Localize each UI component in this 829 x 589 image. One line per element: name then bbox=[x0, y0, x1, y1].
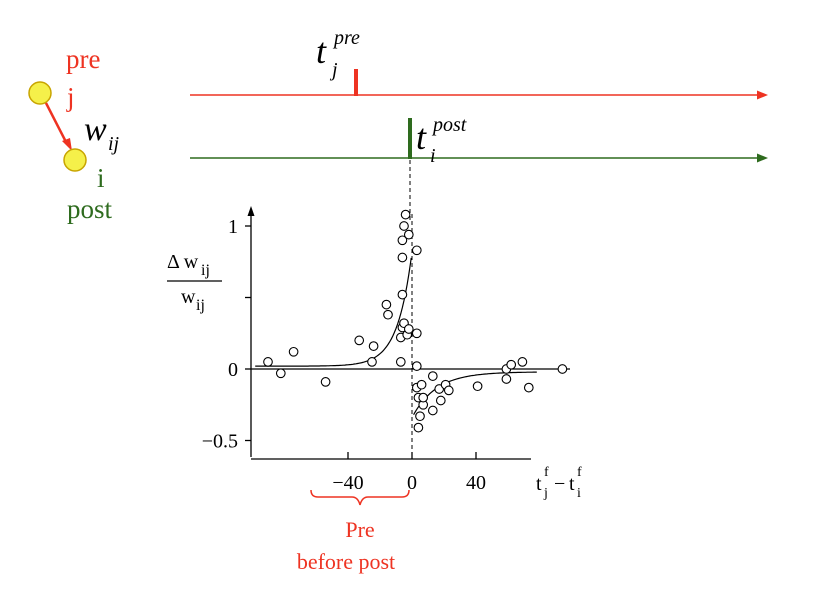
synapse-arrow bbox=[44, 102, 68, 143]
data-point bbox=[435, 395, 446, 406]
y-tick-label: −0.5 bbox=[202, 431, 238, 453]
data-point bbox=[397, 289, 408, 300]
y-label-denominator-sub: ij bbox=[196, 297, 205, 314]
data-point bbox=[418, 392, 429, 403]
y-ticks: 1 0 −0.5 bbox=[202, 216, 251, 453]
x-tick-label: −40 bbox=[332, 472, 363, 494]
x-tick-label: 0 bbox=[407, 472, 417, 494]
data-point bbox=[381, 299, 392, 310]
x-ticks: −40 0 40 bbox=[332, 452, 486, 494]
data-point bbox=[415, 411, 425, 422]
data-point bbox=[399, 221, 409, 231]
data-point bbox=[443, 385, 454, 396]
pre-spike-train: t j pre bbox=[190, 27, 768, 100]
neuron-schematic: pre j w ij i post bbox=[28, 44, 120, 224]
data-point bbox=[427, 371, 438, 381]
data-point bbox=[472, 381, 483, 392]
pre-spike-superscript: pre bbox=[332, 27, 360, 49]
data-point bbox=[395, 357, 406, 367]
post-spike-symbol: t bbox=[416, 117, 427, 157]
y-label-numerator: Δ w bbox=[167, 251, 199, 273]
x-label-t1: t bbox=[536, 473, 542, 495]
x-axis-label: t f j − t f i bbox=[536, 465, 582, 501]
y-label-denominator: w bbox=[181, 286, 196, 308]
fit-curves bbox=[255, 257, 537, 415]
data-point bbox=[275, 368, 286, 379]
weight-symbol: w bbox=[84, 111, 107, 148]
x-label-t2-sub: i bbox=[577, 486, 581, 501]
data-point bbox=[397, 252, 408, 263]
post-spike-superscript: post bbox=[431, 114, 467, 136]
y-tick-label: 1 bbox=[228, 216, 238, 238]
synapse-arrow-head bbox=[62, 138, 72, 151]
pre-index-label: j bbox=[66, 82, 75, 112]
weight-subscript: ij bbox=[108, 133, 120, 155]
post-label: post bbox=[67, 194, 113, 224]
y-axis-label: Δ w ij w ij bbox=[167, 251, 222, 314]
data-point bbox=[367, 357, 377, 367]
data-points bbox=[263, 209, 568, 433]
data-point bbox=[517, 357, 528, 367]
data-point bbox=[506, 359, 517, 370]
data-point bbox=[411, 328, 422, 339]
x-label-t2: t bbox=[569, 473, 575, 495]
data-point bbox=[320, 377, 331, 387]
pre-spike-subscript: j bbox=[329, 59, 338, 81]
data-point bbox=[403, 324, 414, 334]
stdp-plot: 10−0.5 −40 0 40 Δ w ij w ij t f j − t f i bbox=[167, 206, 582, 501]
fit-curve-potentiation bbox=[255, 257, 412, 367]
y-axis-arrowhead bbox=[247, 206, 255, 216]
data-point bbox=[368, 341, 379, 351]
plot-axes bbox=[247, 206, 570, 460]
post-neuron bbox=[63, 148, 87, 172]
post-axis-arrowhead bbox=[757, 153, 768, 163]
data-point bbox=[397, 235, 408, 246]
data-point bbox=[557, 364, 568, 374]
x-label-t1-sup: f bbox=[544, 465, 549, 480]
data-point bbox=[411, 361, 422, 371]
y-label-numerator-sub: ij bbox=[201, 262, 210, 279]
x-label-t1-sub: j bbox=[543, 486, 548, 501]
post-spike-train: t i post bbox=[190, 114, 768, 167]
x-label-t2-sup: f bbox=[577, 465, 582, 480]
pre-axis-arrowhead bbox=[757, 90, 768, 100]
data-point bbox=[427, 405, 438, 416]
data-point bbox=[288, 346, 299, 357]
data-point bbox=[416, 379, 427, 390]
annotation-line-1: Pre bbox=[345, 517, 374, 542]
pre-spike-symbol: t bbox=[316, 31, 327, 71]
data-point bbox=[354, 335, 365, 346]
data-point bbox=[400, 209, 411, 220]
data-point bbox=[403, 229, 414, 240]
data-point bbox=[413, 422, 424, 433]
pre-neuron bbox=[28, 81, 52, 105]
fit-curve-depression bbox=[413, 371, 537, 415]
x-label-minus: − bbox=[554, 473, 565, 495]
pre-label: pre bbox=[66, 44, 100, 74]
x-tick-label: 40 bbox=[466, 472, 486, 494]
post-spike-subscript: i bbox=[430, 145, 436, 167]
annotation-line-2: before post bbox=[297, 549, 395, 574]
data-point bbox=[523, 382, 534, 393]
data-point bbox=[411, 245, 422, 256]
pre-before-post-annotation: Pre before post bbox=[297, 489, 410, 574]
y-tick-label: 0 bbox=[228, 359, 238, 381]
annotation-brace bbox=[310, 489, 410, 506]
data-point bbox=[263, 357, 273, 367]
data-point bbox=[383, 309, 393, 320]
post-index-label: i bbox=[97, 163, 105, 193]
data-point bbox=[501, 374, 512, 384]
